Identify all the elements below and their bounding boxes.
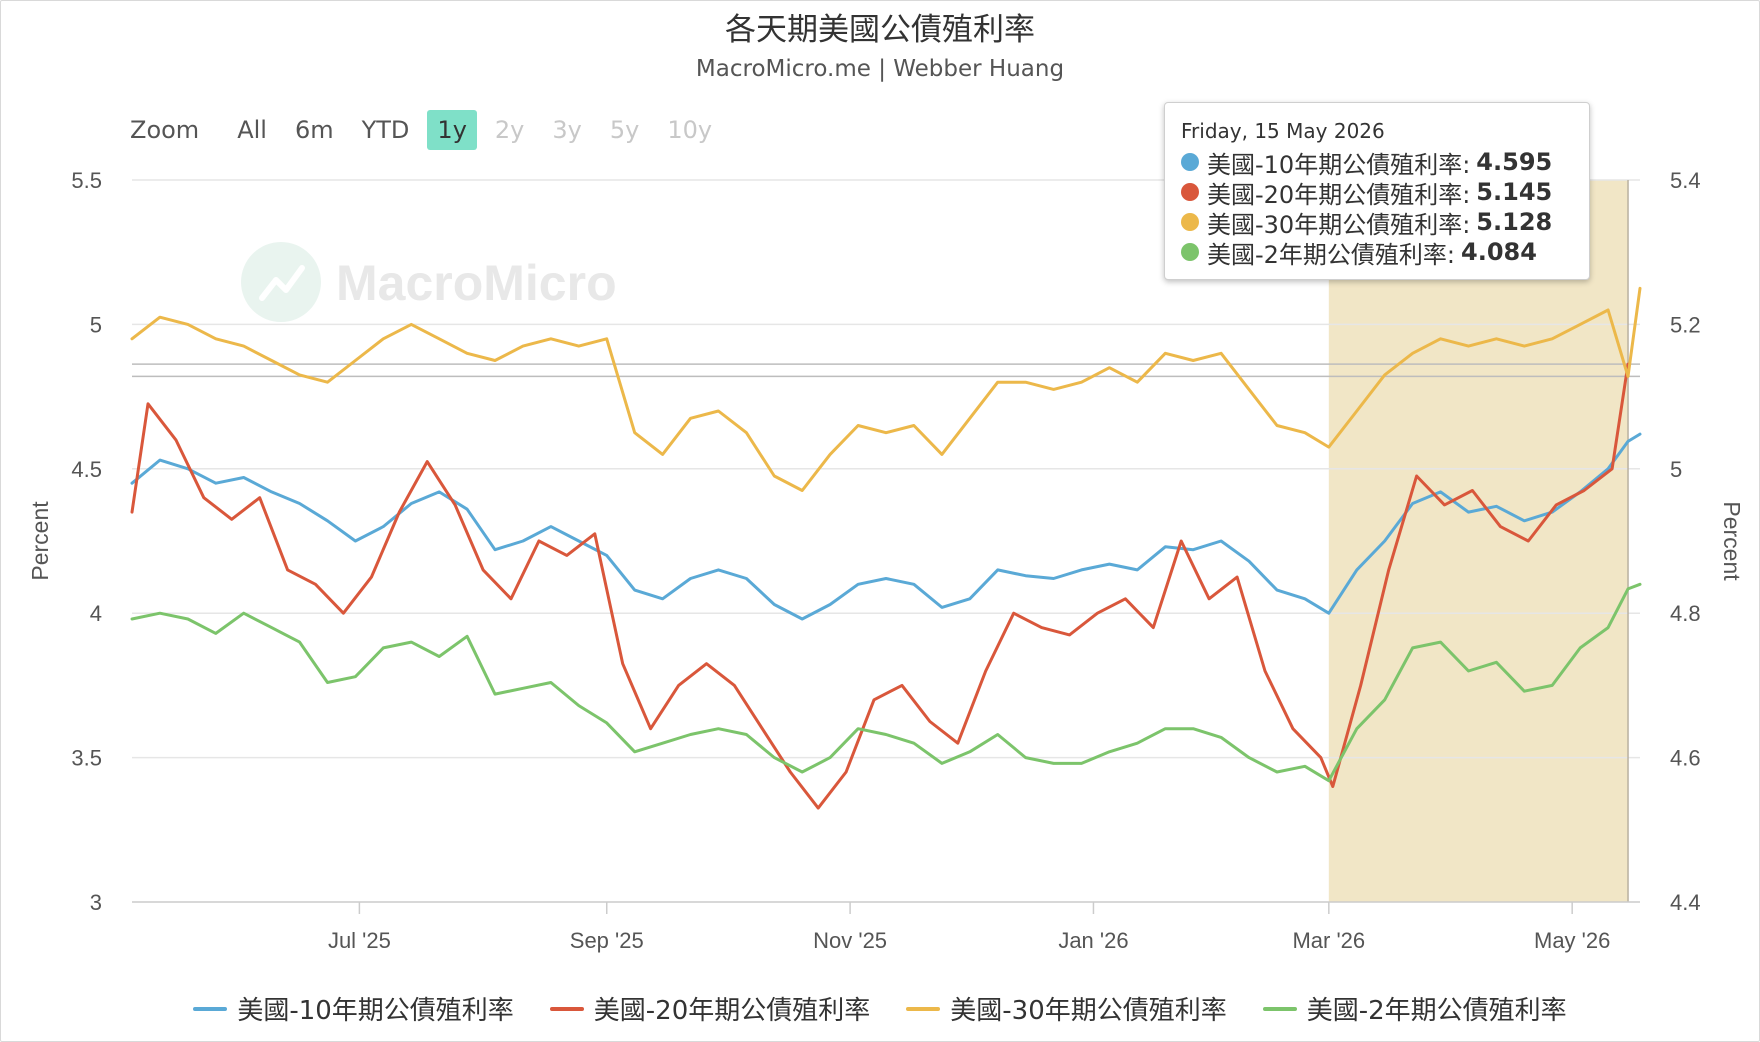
tooltip-label-20y: 美國-20年期公債殖利率: <box>1207 180 1471 209</box>
range-button-all[interactable]: All <box>237 116 267 144</box>
y-left-tick-label: 3 <box>90 890 102 915</box>
tooltip-dot-2y <box>1181 243 1199 261</box>
range-button-5y[interactable]: 5y <box>609 116 640 144</box>
series-line-1 <box>130 362 1630 810</box>
x-tick-label: Jul '25 <box>328 928 391 953</box>
legend-item-2y[interactable]: 美國-2年期公債殖利率 <box>1262 990 1567 1027</box>
legend-label-2y: 美國-2年期公債殖利率 <box>1306 996 1567 1026</box>
legend-swatch-30y <box>906 1006 941 1011</box>
watermark: MacroMicro <box>241 242 617 322</box>
legend-swatch-20y <box>549 1006 584 1011</box>
legend-label-30y: 美國-30年期公債殖利率 <box>950 996 1227 1026</box>
y-right-tick-label: 5 <box>1670 457 1682 482</box>
legend-item-20y[interactable]: 美國-20年期公債殖利率 <box>549 990 871 1027</box>
legend-swatch-2y <box>1262 1006 1297 1011</box>
y-left-tick-label: 5.5 <box>71 168 102 193</box>
tooltip-date: Friday, 15 May 2026 <box>1181 119 1385 143</box>
tooltip-row-10y: 美國-10年期公債殖利率: 4.595 <box>1181 147 1553 179</box>
x-tick-label: Nov '25 <box>813 928 887 953</box>
tooltip-dot-10y <box>1181 153 1199 171</box>
range-button-3y[interactable]: 3y <box>552 116 582 144</box>
zoom-label: Zoom <box>130 116 200 144</box>
y-right-tick-label: 5.4 <box>1670 168 1701 193</box>
legend-item-30y[interactable]: 美國-30年期公債殖利率 <box>906 990 1227 1027</box>
tooltip-value-10y: 4.595 <box>1476 148 1553 176</box>
legend-label-10y: 美國-10年期公債殖利率 <box>237 996 514 1026</box>
range-button-6m[interactable]: 6m <box>294 116 334 144</box>
tooltip-value-2y: 4.084 <box>1461 238 1537 266</box>
zoom-range-selector: Zoom All 6m YTD 1y 2y 3y 5y 10y <box>130 108 730 152</box>
series-line-2 <box>130 286 1642 492</box>
chart-title: 各天期美國公債殖利率 <box>725 12 1035 48</box>
x-tick-label: Mar '26 <box>1292 928 1365 953</box>
range-button-10y[interactable]: 10y <box>667 116 713 144</box>
range-button-2y[interactable]: 2y <box>494 116 525 144</box>
range-button-1y[interactable]: 1y <box>427 110 477 150</box>
tooltip-row-30y: 美國-30年期公債殖利率: 5.128 <box>1181 207 1553 239</box>
watermark-text: MacroMicro <box>336 255 617 311</box>
y-right-tick-label: 5.2 <box>1670 312 1701 337</box>
tooltip-label-30y: 美國-30年期公債殖利率: <box>1207 210 1471 239</box>
y-right-tick-label: 4.6 <box>1670 746 1701 771</box>
tooltip: Friday, 15 May 2026 美國-10年期公債殖利率: 4.595 … <box>1164 102 1590 280</box>
tooltip-dot-20y <box>1181 183 1199 201</box>
tooltip-label-2y: 美國-2年期公債殖利率: <box>1207 240 1456 269</box>
y-left-tick-label: 4.5 <box>71 457 102 482</box>
tooltip-row-2y: 美國-2年期公債殖利率: 4.084 <box>1181 237 1537 269</box>
legend-label-20y: 美國-20年期公債殖利率 <box>593 996 871 1026</box>
y-left-axis-title: Percent <box>27 501 53 581</box>
range-button-ytd[interactable]: YTD <box>361 116 410 144</box>
legend-swatch-10y <box>193 1006 228 1011</box>
y-left-tick-label: 5 <box>90 312 102 337</box>
tooltip-dot-30y <box>1181 213 1199 231</box>
tooltip-value-30y: 5.128 <box>1476 208 1553 236</box>
y-right-tick-label: 4.4 <box>1670 890 1701 915</box>
chart-legend: 美國-10年期公債殖利率 美國-20年期公債殖利率 美國-30年期公債殖利率 美… <box>0 990 1760 1027</box>
tooltip-label-10y: 美國-10年期公債殖利率: <box>1207 150 1471 179</box>
x-tick-label: Sep '25 <box>570 928 644 953</box>
series-line-3 <box>130 582 1642 783</box>
tooltip-value-20y: 5.145 <box>1476 178 1553 206</box>
chart-subtitle: MacroMicro.me | Webber Huang <box>695 56 1065 82</box>
x-tick-label: May '26 <box>1534 928 1610 953</box>
y-left-tick-label: 3.5 <box>71 746 102 771</box>
y-right-tick-label: 4.8 <box>1670 601 1701 626</box>
highlight-band <box>1328 180 1629 902</box>
legend-item-10y[interactable]: 美國-10年期公債殖利率 <box>193 990 514 1027</box>
y-left-tick-label: 4 <box>90 601 102 626</box>
tooltip-row-20y: 美國-20年期公債殖利率: 5.145 <box>1181 177 1553 209</box>
y-right-axis-title: Percent <box>1719 501 1745 581</box>
x-tick-label: Jan '26 <box>1058 928 1128 953</box>
